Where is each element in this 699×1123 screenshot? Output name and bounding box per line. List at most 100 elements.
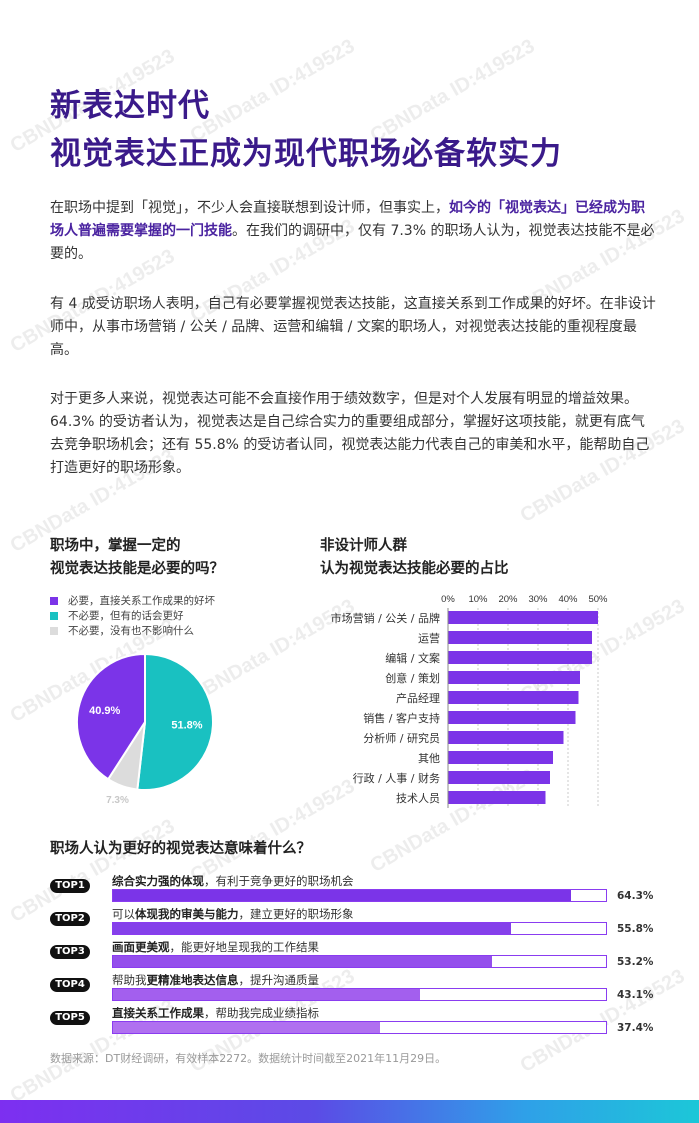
- rank-bar-fill: [113, 890, 572, 901]
- rank-label-bold: 体现我的审美与能力: [135, 907, 239, 921]
- rank-label-rest: ，提升沟通质量: [238, 973, 320, 987]
- ranking-row: TOP4 帮助我更精准地表达信息，提升沟通质量 43.1%: [50, 972, 654, 1005]
- pie-data-label: 7.3%: [106, 795, 129, 806]
- rank-label-rest: ，帮助我完成业绩指标: [204, 1006, 319, 1020]
- ranking-title: 职场人认为更好的视觉表达意味着什么？: [50, 841, 311, 857]
- legend-item: 不必要，但有的话会更好: [50, 608, 215, 623]
- ranking-row: TOP2 可以体现我的审美与能力，建立更好的职场形象 55.8%: [50, 906, 654, 939]
- paragraph-1-text-c: 。在我们的调研中，仅有 7.3% 的职场人认为，视觉表达技能不是必要的。: [50, 223, 655, 262]
- page-title-line2: 视觉表达正成为现代职场必备软实力: [50, 136, 562, 172]
- rank-bar-track: [112, 988, 607, 1001]
- paragraph-1: 在职场中提到「视觉」，不少人会直接联想到设计师，但事实上，如今的「视觉表达」已经…: [50, 197, 656, 266]
- x-tick-label: 0%: [441, 594, 455, 605]
- bar-title-line2: 认为视觉表达技能必要的占比: [320, 561, 509, 577]
- paragraph-1-text-a: 在职场中提到「视觉」，不少人会直接联想到设计师，但事实上，: [50, 200, 449, 216]
- rank-bar-fill: [113, 989, 421, 1000]
- legend-label: 必要，直接关系工作成果的好坏: [68, 595, 215, 607]
- rank-value: 43.1%: [617, 989, 654, 1001]
- rank-badge: TOP3: [50, 945, 90, 959]
- rank-bar-track: [112, 955, 607, 968]
- rank-badge: TOP5: [50, 1011, 90, 1025]
- pie-data-label: 51.8%: [171, 719, 202, 731]
- bar: [448, 631, 592, 644]
- rank-label: 直接关系工作成果，帮助我完成业绩指标: [112, 1005, 319, 1021]
- rank-label-rest: ，建立更好的职场形象: [238, 907, 354, 921]
- rank-value: 37.4%: [617, 1022, 654, 1034]
- bar: [448, 771, 550, 784]
- pie-slice: [136, 652, 214, 791]
- rank-label: 可以体现我的审美与能力，建立更好的职场形象: [112, 906, 354, 922]
- bar: [448, 751, 553, 764]
- legend-label: 不必要，没有也不影响什么: [68, 625, 194, 637]
- pie-data-label: 40.9%: [89, 705, 120, 717]
- x-tick-label: 30%: [528, 594, 548, 605]
- bar-title-line1: 非设计师人群: [320, 538, 407, 554]
- watermark: CBNData ID:419523: [516, 595, 689, 708]
- page-title-line1: 新表达时代: [50, 88, 210, 124]
- rank-label-prefix: 可以: [112, 907, 135, 921]
- y-category-label: 创意 / 策划: [385, 671, 440, 685]
- bar: [448, 691, 579, 704]
- watermark: CBNData ID:419523: [366, 35, 539, 148]
- bar: [448, 651, 592, 664]
- rank-label-rest: ，能更好地呈现我的工作结果: [169, 940, 320, 954]
- legend-swatch: [50, 596, 58, 605]
- rank-badge: TOP4: [50, 978, 90, 992]
- y-category-label: 市场营销 / 公关 / 品牌: [331, 611, 440, 625]
- bar: [448, 671, 580, 684]
- y-category-label: 编辑 / 文案: [385, 651, 440, 665]
- rank-bar-track: [112, 922, 607, 935]
- rank-badge: TOP1: [50, 879, 90, 893]
- bar: [448, 711, 576, 724]
- y-category-label: 销售 / 客户支持: [363, 711, 440, 725]
- y-category-label: 技术人员: [396, 792, 440, 805]
- rank-value: 64.3%: [617, 890, 654, 902]
- legend-swatch: [50, 611, 58, 620]
- legend-swatch: [50, 626, 58, 635]
- pie-title-line2: 视觉表达技能是必要的吗？: [50, 561, 224, 577]
- bar: [448, 731, 564, 744]
- rank-label-rest: ，有利于竞争更好的职场机会: [204, 874, 354, 888]
- pie-title-line1: 职场中，掌握一定的: [50, 538, 181, 554]
- ranking-row: TOP5 直接关系工作成果，帮助我完成业绩指标 37.4%: [50, 1005, 654, 1038]
- rank-value: 53.2%: [617, 956, 654, 968]
- pie-chart-title: 职场中，掌握一定的 视觉表达技能是必要的吗？: [50, 535, 224, 581]
- data-source-note: 数据来源：DT财经调研，有效样本2272。数据统计时间截至2021年11月29日…: [50, 1052, 447, 1065]
- rank-label-bold: 画面更美观: [112, 940, 170, 954]
- pie-slice: [76, 652, 146, 781]
- y-category-label: 产品经理: [396, 691, 440, 705]
- paragraph-1-highlight: 如今的「视觉表达」已经成为职场人普遍需要掌握的一门技能: [50, 200, 645, 239]
- x-tick-label: 20%: [498, 594, 518, 605]
- footer-gradient-bar: [0, 1100, 699, 1123]
- bar-chart-title: 非设计师人群 认为视觉表达技能必要的占比: [320, 535, 509, 581]
- legend-item: 必要，直接关系工作成果的好坏: [50, 593, 215, 608]
- ranking-row: TOP3 画面更美观，能更好地呈现我的工作结果 53.2%: [50, 939, 654, 972]
- legend-item: 不必要，没有也不影响什么: [50, 623, 215, 638]
- pie-legend: 必要，直接关系工作成果的好坏 不必要，但有的话会更好 不必要，没有也不影响什么: [50, 593, 215, 638]
- legend-label: 不必要，但有的话会更好: [68, 610, 184, 622]
- watermark: CBNData ID:419523: [186, 35, 359, 148]
- rank-label: 综合实力强的体现，有利于竞争更好的职场机会: [112, 873, 354, 889]
- paragraph-2: 有 4 成受访职场人表明，自己有必要掌握视觉表达技能，这直接关系到工作成果的好坏…: [50, 296, 656, 358]
- rank-bar-fill: [113, 956, 493, 967]
- rank-label-bold: 更精准地表达信息: [146, 973, 239, 987]
- y-category-label: 其他: [418, 752, 440, 765]
- rank-badge: TOP2: [50, 912, 90, 926]
- watermark: CBNData ID:419523: [366, 765, 539, 878]
- x-tick-label: 50%: [588, 594, 608, 605]
- y-category-label: 运营: [418, 631, 440, 645]
- watermark: CBNData ID:419523: [186, 775, 359, 888]
- rank-label: 画面更美观，能更好地呈现我的工作结果: [112, 939, 319, 955]
- rank-bar-track: [112, 1021, 607, 1034]
- x-tick-label: 40%: [558, 594, 578, 605]
- rank-label-bold: 综合实力强的体现: [112, 874, 204, 888]
- paragraph-3: 对于更多人来说，视觉表达可能不会直接作用于绩效数字，但是对个人发展有明显的增益效…: [50, 391, 650, 476]
- rank-value: 55.8%: [617, 923, 654, 935]
- y-category-label: 分析师 / 研究员: [363, 731, 440, 745]
- rank-label-bold: 直接关系工作成果: [112, 1006, 204, 1020]
- bar: [448, 611, 598, 624]
- rank-label: 帮助我更精准地表达信息，提升沟通质量: [112, 972, 319, 988]
- rank-bar-track: [112, 889, 607, 902]
- rank-bar-fill: [113, 923, 511, 934]
- rank-label-prefix: 帮助我: [112, 973, 147, 987]
